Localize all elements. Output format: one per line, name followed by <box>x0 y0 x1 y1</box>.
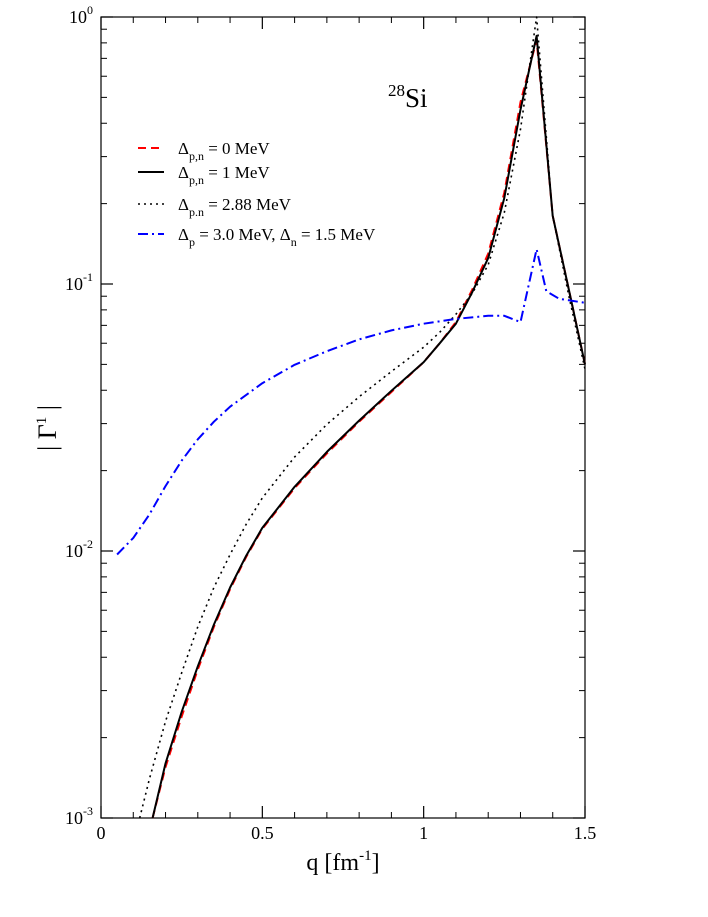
legend-entry-2: Δp.n = 2.88 MeV <box>178 195 292 219</box>
element-annotation: 28Si <box>388 81 428 113</box>
annotation-element: Si <box>405 83 428 113</box>
y-axis-label: | Γ1 | <box>33 405 62 451</box>
annotation-mass-number: 28 <box>388 81 405 100</box>
legend-part: p,n <box>189 149 204 163</box>
y-axis-label-close: | <box>33 405 62 417</box>
y-tick-label: 10-2 <box>65 537 93 561</box>
y-tick-exponent: -1 <box>83 270 93 284</box>
y-tick-exponent: -3 <box>83 804 93 818</box>
y-axis-label-main: | Γ <box>33 424 62 451</box>
legend-part: = 3.0 MeV, Δ <box>195 225 291 244</box>
series-line-3 <box>116 248 586 556</box>
x-axis-label-sup: -1 <box>359 848 372 864</box>
y-tick-label: 100 <box>69 3 93 27</box>
y-tick-label: 10-1 <box>65 270 93 294</box>
legend-part: Δ <box>178 139 189 158</box>
x-axis-label-main: q [fm <box>306 850 359 876</box>
y-tick-label: 10-3 <box>65 804 93 828</box>
series-line-1 <box>151 34 586 819</box>
y-tick-base: 10 <box>65 274 83 294</box>
legend-entry-3: Δp = 3.0 MeV, Δn = 1.5 MeV <box>178 225 376 249</box>
y-tick-base: 10 <box>69 7 87 27</box>
x-tick-label: 0 <box>97 823 106 843</box>
y-tick-base: 10 <box>65 541 83 561</box>
legend-part: Δ <box>178 195 189 214</box>
legend-part: Δ <box>178 225 189 244</box>
x-tick-label: 1.5 <box>574 823 597 843</box>
x-axis-label: q [fm-1] <box>306 848 379 876</box>
y-tick-exponent: -2 <box>83 537 93 551</box>
plot-frame <box>100 16 586 819</box>
y-tick-exponent: 0 <box>87 3 93 17</box>
y-tick-base: 10 <box>65 808 83 828</box>
series-lines <box>116 16 586 819</box>
legend-part: n <box>291 235 297 249</box>
legend-part: p.n <box>189 205 204 219</box>
series-line-2 <box>138 16 586 819</box>
x-tick-label: 1 <box>419 823 428 843</box>
x-axis-label-close: ] <box>372 850 380 876</box>
legend-entry-0: Δp,n = 0 MeV <box>178 139 270 163</box>
legend-part: = 1 MeV <box>204 163 270 182</box>
y-axis-label-sup: 1 <box>34 417 50 425</box>
x-tick-label: 0.5 <box>251 823 274 843</box>
legend-part: p,n <box>189 173 204 187</box>
legend-part: p <box>189 235 195 249</box>
legend-entry-1: Δp,n = 1 MeV <box>178 163 270 187</box>
legend-part: Δ <box>178 163 189 182</box>
legend-part: = 1.5 MeV <box>297 225 376 244</box>
legend-part: = 2.88 MeV <box>204 195 292 214</box>
legend-part: = 0 MeV <box>204 139 270 158</box>
